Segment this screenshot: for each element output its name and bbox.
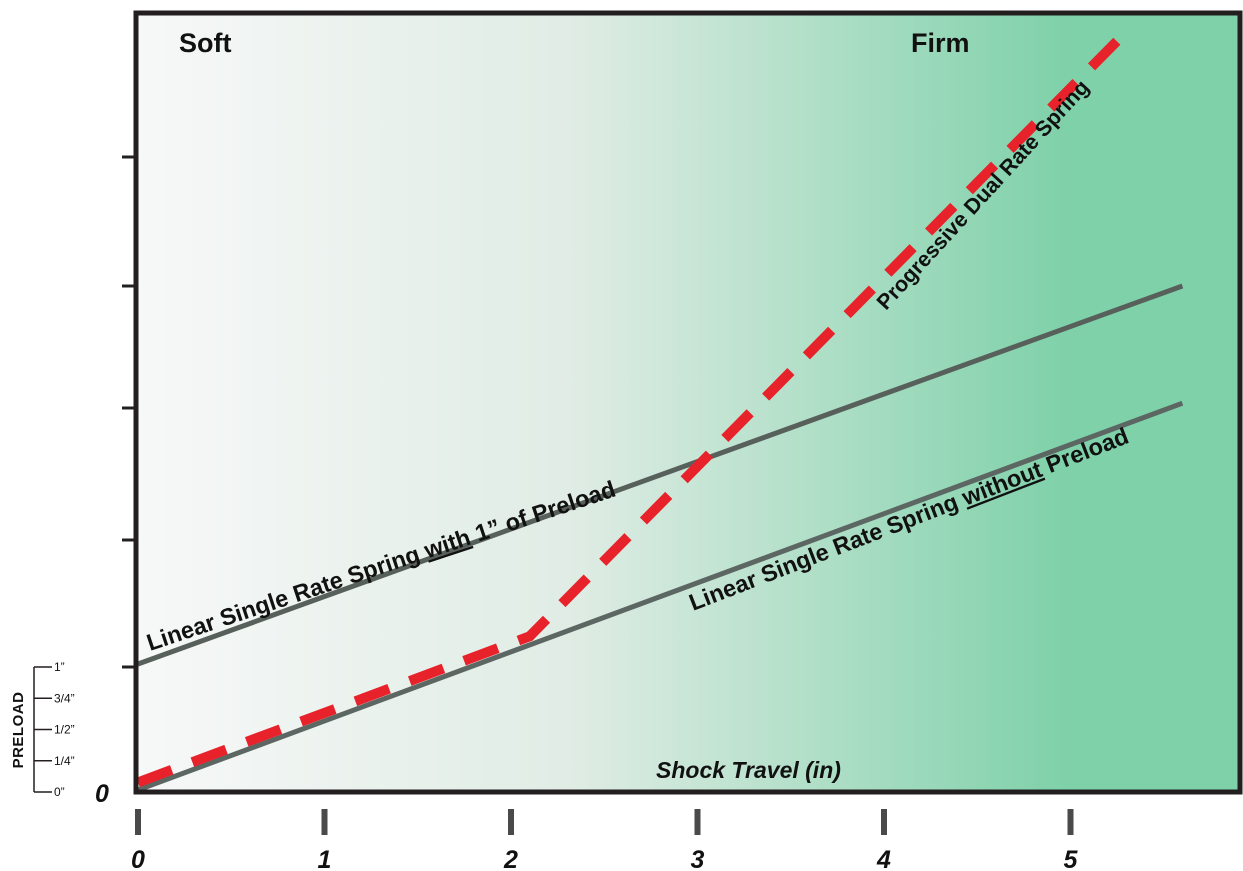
x-tick-label: 4 [876,846,891,871]
preload-scale-label: 1/4” [54,754,75,768]
x-ticks: 0 1 2 3 4 5 [131,809,1079,871]
series-line-1 [137,400,1184,792]
x-tick-label: 3 [691,846,705,871]
series-line-0 [137,283,1184,667]
x-tick-label: 5 [1064,846,1079,871]
series-line-2 [136,27,1130,788]
preload-scale-label: 1/2” [54,723,75,737]
preload-scale-label: 0” [54,785,65,799]
preload-scale-label: 1” [54,660,65,674]
preload-scale-label: 3/4” [54,691,75,705]
x-tick-label: 2 [503,846,518,871]
preload-scale: PRELOAD 1” 3/4” 1/2” 1/4” 0” [10,660,75,799]
zone-soft-label: Soft [179,28,231,58]
plot-background [136,12,1242,792]
preload-scale-title: PRELOAD [10,692,27,769]
x-tick-label: 1 [318,846,332,871]
plot-frame [133,10,1243,795]
series-layer [136,27,1184,792]
x-axis-title: Shock Travel (in) [656,757,841,783]
y-origin-label: 0 [95,780,109,808]
y-ticks [122,155,136,669]
x-tick-label: 0 [131,846,145,871]
zone-firm-label: Firm [911,28,970,58]
